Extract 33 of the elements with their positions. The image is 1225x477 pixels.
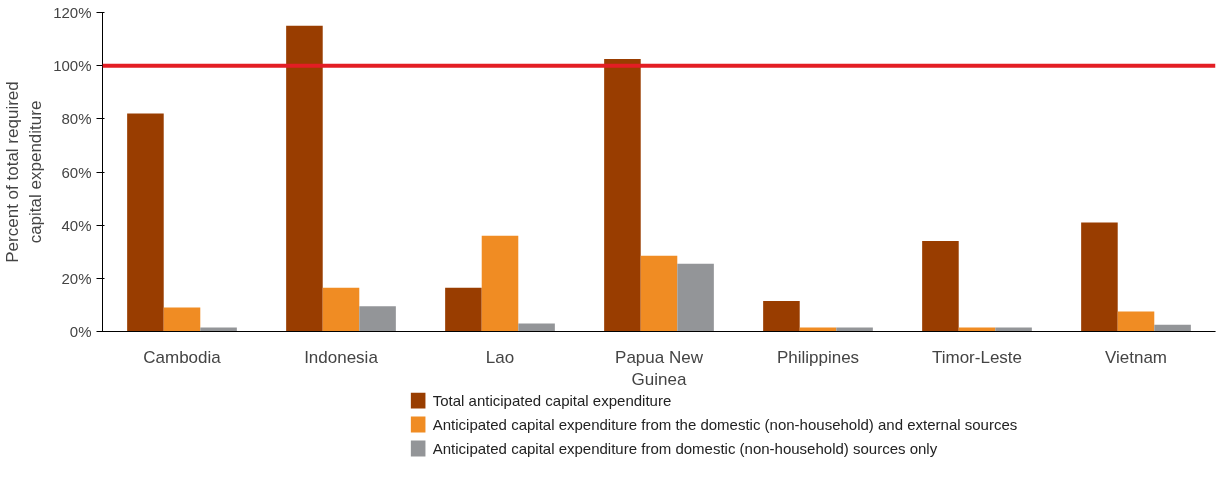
x-tick-label: Cambodia [143,347,222,367]
bar [640,255,678,332]
bar [922,241,959,332]
x-tick-label: Papua New Guinea [615,347,704,390]
x-tick-label: Timor-Leste [931,347,1023,367]
bar [163,307,201,332]
bar [1081,222,1118,332]
y-tick-label: 80% [61,110,92,128]
y-tick-label: 40% [61,216,92,234]
bar [127,113,164,332]
legend-label: Anticipated capital expenditure from domestic (non-household) sources only [432,440,938,457]
x-tick-label: Indonesia [304,347,379,367]
bar [677,263,714,332]
y-tick-label: 0% [69,323,92,340]
bar [1154,324,1191,332]
bar [359,306,396,332]
y-tick-label: 120% [53,4,92,21]
bar [481,235,519,332]
legend-label: Total anticipated capital expenditure [432,392,672,409]
legend-label: Anticipated capital expenditure from the domestic (non-household) and external sources [432,416,1018,433]
y-tick-label: 20% [61,269,92,287]
bar [286,25,323,332]
x-tick-label: Lao [485,347,515,367]
y-tick-label: 100% [53,57,92,75]
bar [445,287,482,332]
x-tick-label: Vietnam [1104,347,1168,367]
x-tick-label: Philippines [776,347,860,367]
bar [1117,311,1155,332]
bar [604,59,641,332]
y-axis-title: Percent of total required capital expenditure [3,81,46,263]
bar [322,287,360,332]
bar [763,300,800,332]
y-tick-label: 60% [61,163,92,181]
